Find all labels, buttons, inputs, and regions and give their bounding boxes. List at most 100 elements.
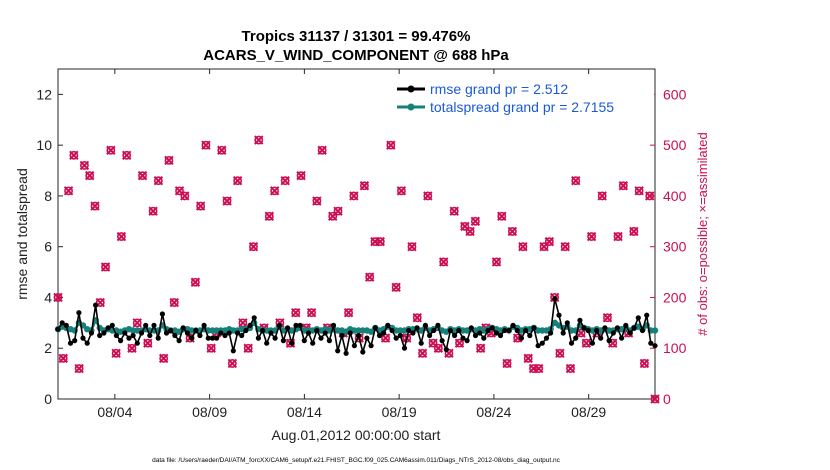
data-point [189, 335, 195, 341]
obs-marker [449, 206, 459, 216]
obs-possible-marker [391, 282, 401, 292]
obs-possible-marker [206, 343, 216, 353]
data-point [594, 327, 600, 334]
data-point [76, 310, 82, 316]
data-point [614, 325, 621, 331]
data-point [418, 340, 424, 346]
legend: rmse grand pr = 2.512 totalspread grand … [392, 74, 654, 116]
obs-marker [359, 181, 370, 191]
obs-possible-marker [175, 186, 184, 196]
obs-assimilated-marker [639, 358, 650, 369]
data-point [326, 338, 332, 344]
data-point [138, 330, 145, 336]
obs-assimilated-marker [581, 338, 592, 348]
obs-marker [217, 145, 227, 155]
obs-marker [613, 231, 623, 242]
obs-assimilated-marker [465, 226, 475, 237]
data-point [381, 330, 387, 336]
obs-possible-marker [190, 277, 200, 287]
obs-assimilated-marker [449, 206, 459, 216]
obs-possible-marker [386, 140, 396, 150]
obs-possible-marker [523, 353, 533, 363]
obs-assimilated-marker [650, 394, 660, 404]
obs-possible-marker [634, 186, 644, 196]
obs-assimilated-marker [69, 150, 79, 161]
obs-assimilated-marker [391, 282, 401, 293]
data-point [243, 327, 249, 334]
obs-assimilated-marker [312, 196, 322, 206]
obs-possible-marker [603, 313, 612, 323]
obs-assimilated-marker [190, 277, 201, 287]
obs-marker [629, 226, 639, 237]
data-point [222, 332, 228, 339]
data-point [627, 330, 633, 336]
data-point [589, 340, 596, 346]
obs-possible-marker [529, 364, 538, 373]
data-point [502, 327, 508, 334]
data-point [339, 332, 345, 339]
obs-possible-marker [90, 201, 100, 211]
obs-possible-marker [69, 150, 79, 160]
obs-assimilated-marker [502, 358, 512, 369]
obs-assimilated-marker [497, 211, 507, 221]
obs-marker [475, 343, 486, 353]
data-point [134, 340, 140, 346]
data-point [159, 311, 165, 317]
obs-marker [269, 186, 280, 196]
obs-assimilated-marker [121, 150, 132, 161]
data-point [651, 327, 659, 334]
obs-marker [597, 191, 607, 201]
obs-marker [639, 358, 650, 369]
data-point [163, 330, 170, 336]
obs-marker [412, 313, 422, 323]
obs-marker [417, 348, 428, 359]
legend-spread-label: totalspread grand pr = 2.7155 [430, 99, 614, 115]
y-axis-label: rmse and totalspread [14, 168, 30, 300]
data-point [193, 327, 199, 334]
obs-assimilated-marker [438, 257, 449, 267]
obs-possible-marker [254, 135, 264, 145]
obs-marker [645, 191, 655, 201]
data-point [59, 320, 65, 326]
obs-assimilated-marker [412, 313, 422, 323]
obs-possible-marker [344, 308, 353, 318]
obs-possible-marker [566, 364, 575, 373]
obs-possible-marker [428, 338, 438, 348]
obs-possible-marker [148, 206, 158, 216]
obs-possible-marker [476, 343, 486, 353]
data-point [385, 322, 391, 328]
data-point [460, 335, 466, 341]
obs-possible-marker [111, 348, 121, 358]
data-point [105, 325, 111, 331]
obs-assimilated-marker [534, 363, 544, 374]
y-tick-label: 4 [44, 289, 52, 305]
obs-assimilated-marker [555, 348, 565, 359]
obs-marker [396, 186, 407, 196]
obs-possible-marker [518, 242, 528, 252]
data-point [464, 338, 470, 344]
y-tick-label: 0 [44, 391, 52, 407]
obs-possible-marker [153, 176, 163, 186]
obs-marker [69, 150, 79, 161]
obs-possible-marker [645, 191, 655, 201]
series-rmse [55, 296, 658, 356]
obs-possible-marker [127, 343, 137, 353]
obs-assimilated-marker [116, 231, 127, 242]
obs-assimilated-marker [417, 348, 428, 359]
obs-possible-marker [597, 191, 607, 201]
data-point [247, 322, 253, 328]
x-tick-label: 08/09 [192, 404, 227, 420]
obs-possible-marker [196, 201, 206, 211]
obs-marker [291, 307, 301, 318]
obs-possible-marker [407, 242, 417, 252]
obs-marker [407, 241, 417, 252]
obs-assimilated-marker [396, 186, 407, 196]
data-point [456, 327, 462, 334]
obs-possible-marker [249, 242, 258, 252]
data-point [72, 338, 78, 344]
obs-possible-marker [143, 338, 153, 348]
obs-possible-marker [539, 242, 549, 252]
obs-marker [132, 318, 142, 328]
plot-area [57, 68, 656, 400]
data-point [176, 338, 182, 344]
